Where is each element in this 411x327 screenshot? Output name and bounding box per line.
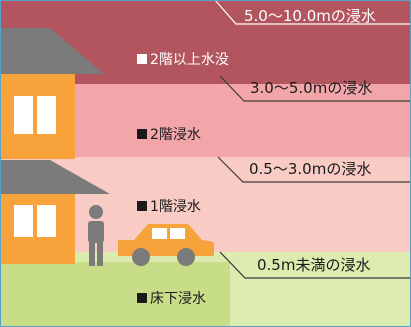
ground: [0, 262, 230, 327]
range-label-under-05m: 0.5m未満の浸水: [257, 256, 371, 274]
range-tag-5-10m: 5.0〜10.0mの浸水: [236, 2, 411, 30]
level-label-2f-submerged: 2階以上水没: [137, 49, 229, 69]
bullet-square-icon: [137, 293, 147, 303]
car-icon: [118, 224, 214, 266]
range-label-05-3m: 0.5〜3.0mの浸水: [249, 160, 372, 178]
level-text: 2階以上水没: [150, 52, 229, 68]
level-text: 2階浸水: [150, 127, 201, 143]
range-label-5-10m: 5.0〜10.0mの浸水: [244, 7, 376, 25]
range-tag-3-5m: 3.0〜5.0mの浸水: [244, 74, 411, 102]
person-icon: [88, 205, 104, 266]
level-text: 床下浸水: [150, 291, 206, 307]
level-label-underfloor: 床下浸水: [137, 288, 206, 308]
house-icon: [0, 28, 110, 264]
range-tag-05-3m: 0.5〜3.0mの浸水: [243, 155, 411, 183]
level-label-2f-flooded: 2階浸水: [137, 124, 201, 144]
bullet-square-icon: [137, 54, 147, 64]
level-label-1f-flooded: 1階浸水: [137, 196, 201, 216]
bullet-square-icon: [137, 129, 147, 139]
bullet-square-icon: [137, 201, 147, 211]
range-label-3-5m: 3.0〜5.0mの浸水: [250, 79, 373, 97]
range-tag-under-05m: 0.5m未満の浸水: [245, 251, 411, 279]
level-text: 1階浸水: [150, 199, 201, 215]
